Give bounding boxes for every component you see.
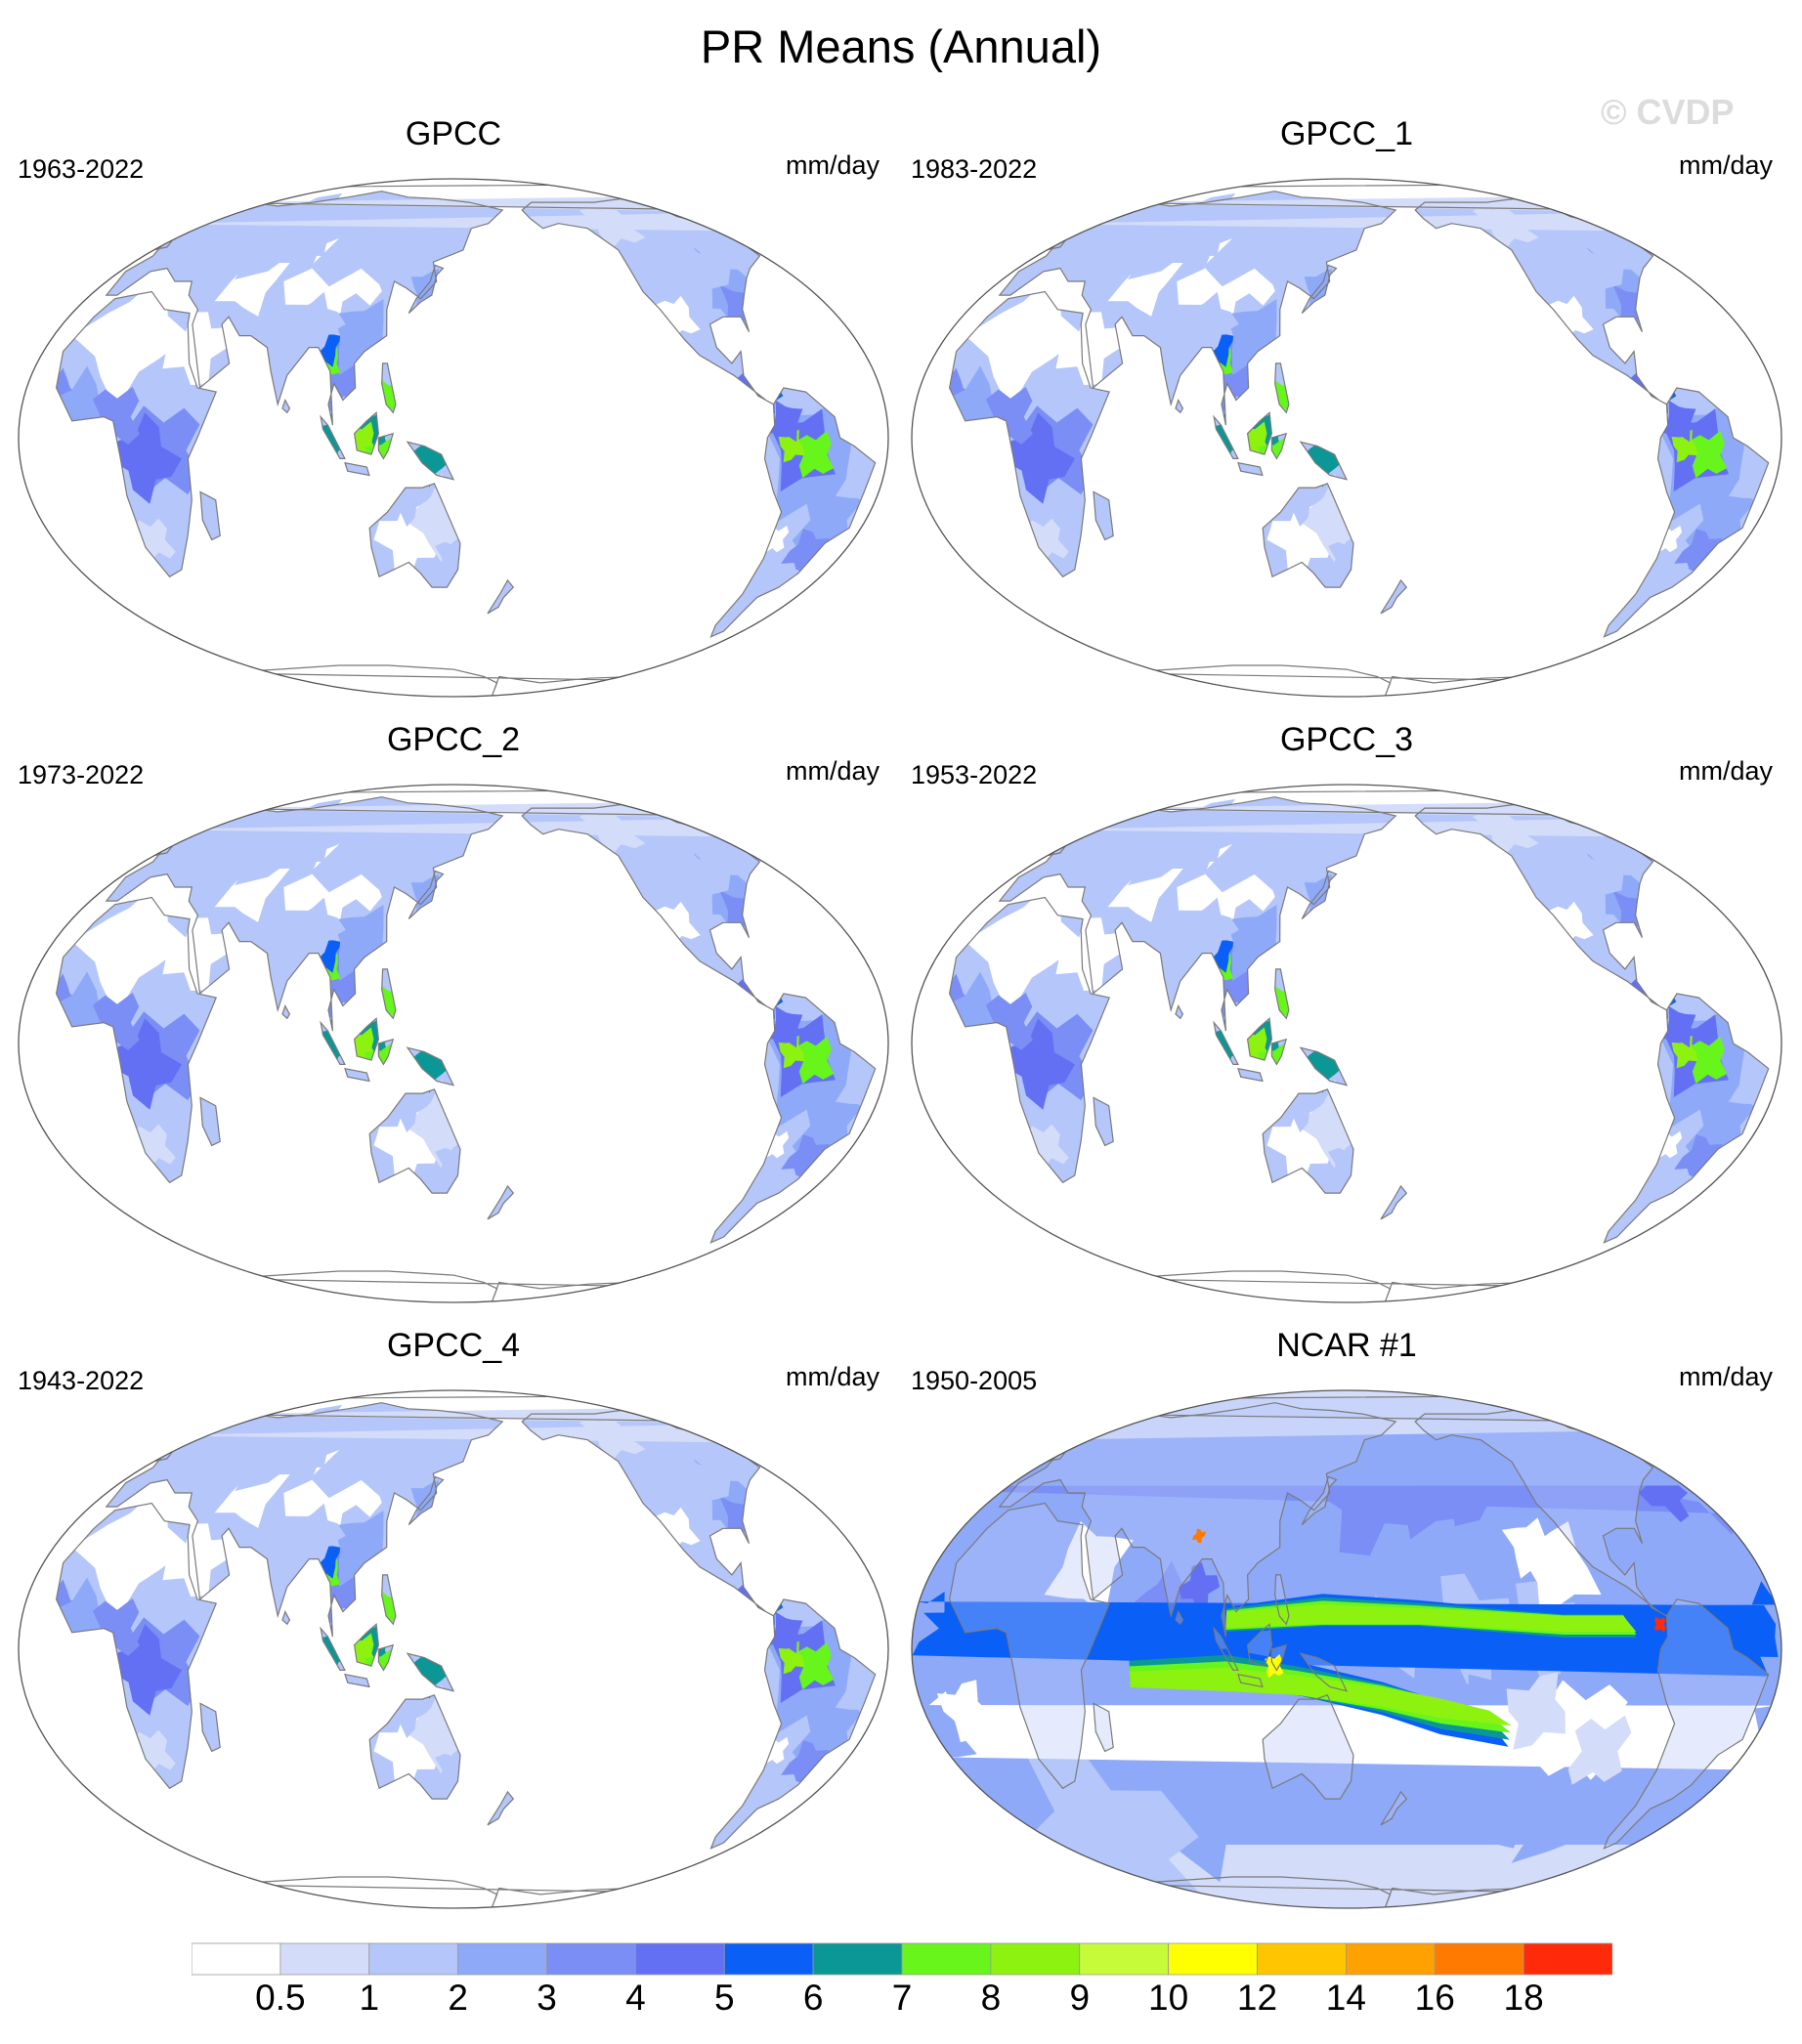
panel-title: GPCC_3: [1279, 721, 1414, 758]
map-panel: GPCC_3 1953-2022 mm/day: [907, 721, 1786, 1307]
colorbar-swatch: [192, 1942, 281, 1976]
colorbar-swatch: [812, 1942, 903, 1976]
colorbar-swatch: [723, 1942, 814, 1976]
figure-title: PR Means (Annual): [700, 21, 1102, 72]
map-border: [18, 1389, 889, 1909]
colorbar: [192, 1942, 1612, 1976]
map-panel: GPCC_2 1973-2022 mm/day: [14, 721, 893, 1307]
map-field: [56, 796, 876, 1243]
colorbar-tick-label: 16: [1414, 1978, 1455, 2018]
colorbar-swatch: [546, 1942, 636, 1976]
map-panel: GPCC 1963-2022 mm/day: [14, 115, 893, 702]
map-field: [56, 191, 876, 637]
map-field: [949, 796, 1769, 1243]
panel-units: mm/day: [785, 756, 880, 786]
colorbar-swatch: [457, 1942, 547, 1976]
colorbar-tick-label: 5: [713, 1978, 735, 2018]
world-map: [911, 1389, 1782, 1909]
colorbar-tick-label: 7: [891, 1978, 913, 2018]
panel-units: mm/day: [785, 1362, 880, 1391]
panel-years: 1983-2022: [911, 154, 1038, 184]
colorbar-tick-label: 6: [802, 1978, 824, 2018]
colorbar-swatch: [990, 1942, 1081, 1976]
cvdp-watermark: © CVDP: [1601, 92, 1735, 132]
colorbar-tick-label: 10: [1148, 1978, 1189, 2018]
colorbar-swatch: [368, 1942, 459, 1976]
colorbar-tick-label: 2: [448, 1978, 468, 2018]
colorbar-tick-label: 8: [980, 1978, 1002, 2018]
panel-years: 1943-2022: [18, 1366, 145, 1395]
panel-units: mm/day: [785, 150, 880, 180]
colorbar-swatch: [1523, 1942, 1612, 1976]
panel-years: 1963-2022: [18, 154, 145, 184]
colorbar-tick-label: 1: [359, 1978, 380, 2018]
panel-title: GPCC: [405, 115, 502, 152]
map-border: [18, 178, 889, 698]
colorbar-tick-label: 14: [1325, 1978, 1366, 2018]
panel-title: GPCC_4: [386, 1327, 521, 1364]
colorbar-tick-label: 12: [1236, 1978, 1278, 2018]
colorbar-swatch: [1257, 1942, 1347, 1976]
map-border: [911, 1389, 1782, 1909]
panel-units: mm/day: [1678, 1362, 1773, 1391]
panel-units: mm/day: [1678, 150, 1773, 180]
colorbar-tick-label: 0.5: [255, 1978, 306, 2018]
colorbar-tick-label: 9: [1069, 1978, 1091, 2018]
world-map: [18, 784, 889, 1303]
panel-years: 1950-2005: [911, 1366, 1038, 1395]
colorbar-swatch: [634, 1942, 725, 1976]
map-field: [912, 1390, 1781, 1908]
colorbar-swatch: [1079, 1942, 1170, 1976]
colorbar-swatch: [1168, 1942, 1258, 1976]
panel-title: GPCC_1: [1279, 115, 1414, 152]
world-map: [18, 178, 889, 698]
map-border: [911, 784, 1782, 1303]
colorbar-swatch: [1345, 1942, 1436, 1976]
panel-units: mm/day: [1678, 756, 1773, 786]
map-panel: GPCC_4 1943-2022 mm/day: [14, 1327, 893, 1913]
colorbar-swatch: [901, 1942, 992, 1976]
colorbar-tick-label: 3: [536, 1978, 557, 2018]
world-map: [18, 1389, 889, 1909]
world-map: [911, 784, 1782, 1303]
panel-title: GPCC_2: [386, 721, 521, 758]
world-map: [911, 178, 1782, 698]
panel-years: 1953-2022: [911, 760, 1038, 789]
colorbar-tick-label: 18: [1503, 1978, 1544, 2018]
map-field: [949, 191, 1769, 637]
panel-title: NCAR #1: [1276, 1327, 1417, 1364]
map-panel: GPCC_1 1983-2022 mm/day: [907, 115, 1786, 702]
colorbar-swatch: [279, 1942, 370, 1976]
colorbar-swatch: [1434, 1942, 1524, 1976]
colorbar-tick-label: 4: [625, 1978, 646, 2018]
map-border: [911, 178, 1782, 698]
map-field: [56, 1402, 876, 1849]
map-panel: NCAR #1 1950-2005 mm/day: [907, 1327, 1786, 1913]
map-border: [18, 784, 889, 1303]
panel-years: 1973-2022: [18, 760, 145, 789]
